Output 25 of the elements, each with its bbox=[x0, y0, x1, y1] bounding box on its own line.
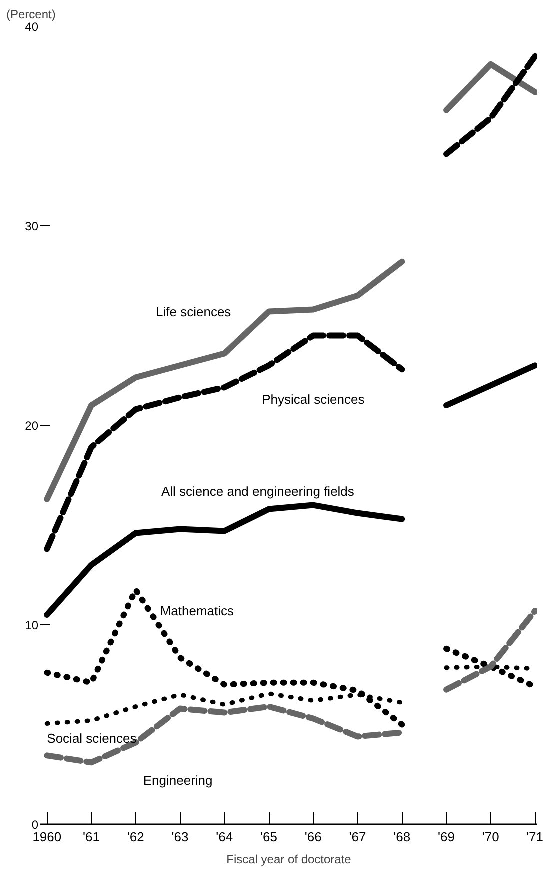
y-tick-label: 0 bbox=[32, 818, 39, 832]
series-label: Life sciences bbox=[156, 304, 232, 320]
y-tick-label: 10 bbox=[25, 618, 39, 632]
y-axis-title: (Percent) bbox=[6, 8, 56, 22]
x-tick-label: 1960 bbox=[32, 830, 62, 844]
x-tick-label: '62 bbox=[127, 830, 144, 844]
series-label: Physical sciences bbox=[262, 392, 366, 408]
series-label: Mathematics bbox=[160, 604, 234, 619]
x-tick-label: '70 bbox=[482, 830, 500, 844]
series-label: All science and engineering fields bbox=[161, 484, 355, 499]
y-tick-label: 20 bbox=[25, 419, 39, 433]
x-tick-label: '68 bbox=[394, 830, 411, 844]
x-tick-label: '69 bbox=[438, 830, 456, 844]
x-tick-label: '65 bbox=[260, 830, 278, 844]
x-axis-title: Fiscal year of doctorate bbox=[226, 852, 352, 866]
y-tick-label: 40 bbox=[25, 20, 39, 34]
text: Engineering bbox=[143, 773, 213, 788]
x-tick-label: '64 bbox=[216, 830, 234, 844]
x-tick-label: '67 bbox=[349, 830, 366, 844]
x-tick-label: '61 bbox=[83, 830, 100, 844]
x-tick-label: '63 bbox=[172, 830, 189, 844]
x-tick-label: '66 bbox=[304, 830, 322, 844]
y-tick-label: 30 bbox=[25, 220, 39, 234]
x-tick-label: '71 bbox=[526, 830, 543, 844]
series-label: Social sciences bbox=[47, 731, 138, 746]
